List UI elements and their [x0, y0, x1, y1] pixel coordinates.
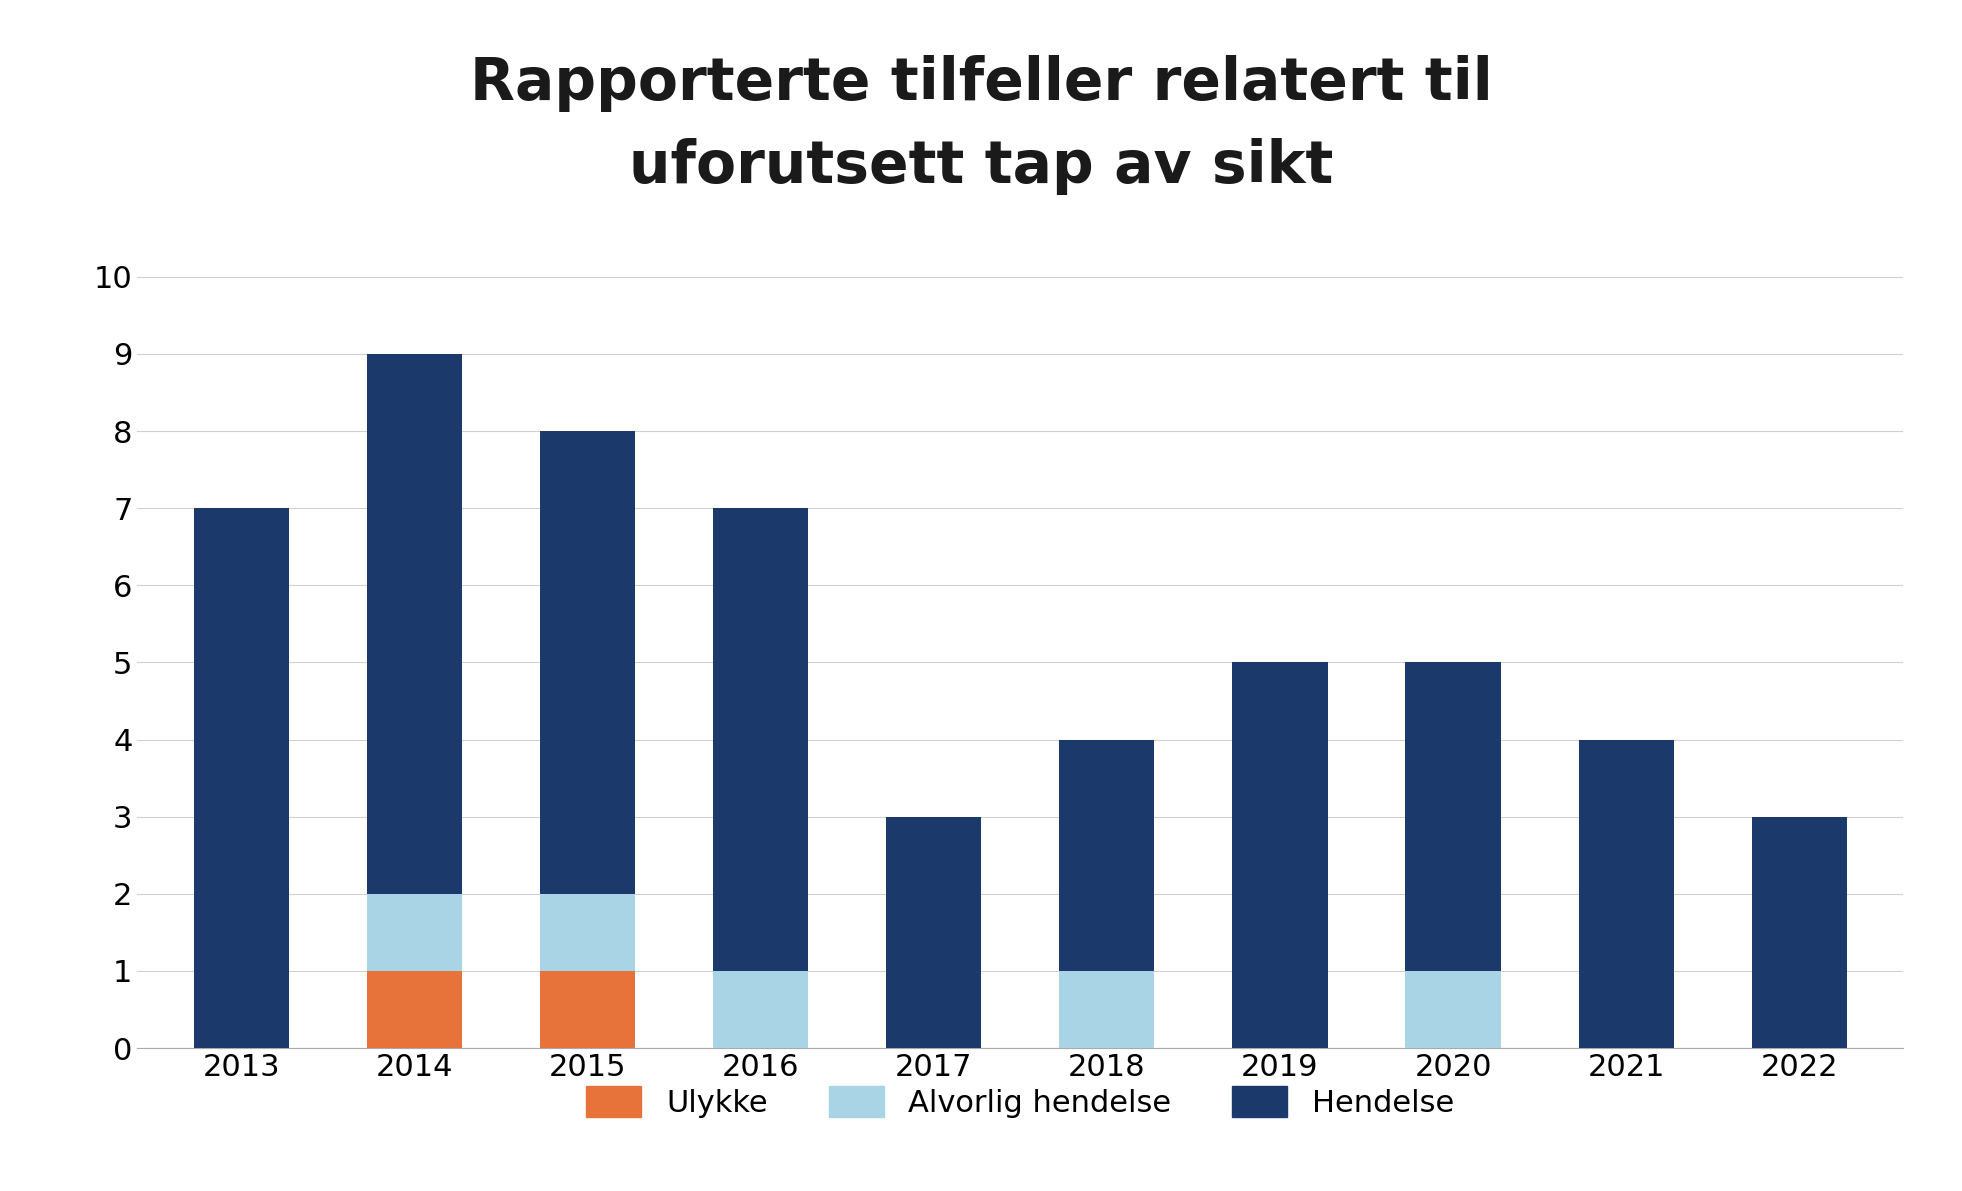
Bar [712, 971, 808, 1048]
Bar [1232, 662, 1328, 1048]
Bar [540, 971, 636, 1048]
Bar [540, 431, 636, 893]
Legend: Ulykke, Alvorlig hendelse, Hendelse: Ulykke, Alvorlig hendelse, Hendelse [575, 1073, 1466, 1130]
Bar [540, 893, 636, 971]
Bar [1405, 662, 1501, 971]
Bar [1579, 740, 1674, 1048]
Bar [367, 893, 461, 971]
Bar [1059, 740, 1154, 971]
Bar [1405, 971, 1501, 1048]
Bar [1059, 971, 1154, 1048]
Bar [194, 509, 288, 1048]
Bar [367, 971, 461, 1048]
Text: uforutsett tap av sikt: uforutsett tap av sikt [628, 138, 1334, 195]
Bar [712, 509, 808, 971]
Text: Rapporterte tilfeller relatert til: Rapporterte tilfeller relatert til [469, 55, 1493, 112]
Bar [367, 354, 461, 893]
Bar [1752, 817, 1846, 1048]
Bar [887, 817, 981, 1048]
